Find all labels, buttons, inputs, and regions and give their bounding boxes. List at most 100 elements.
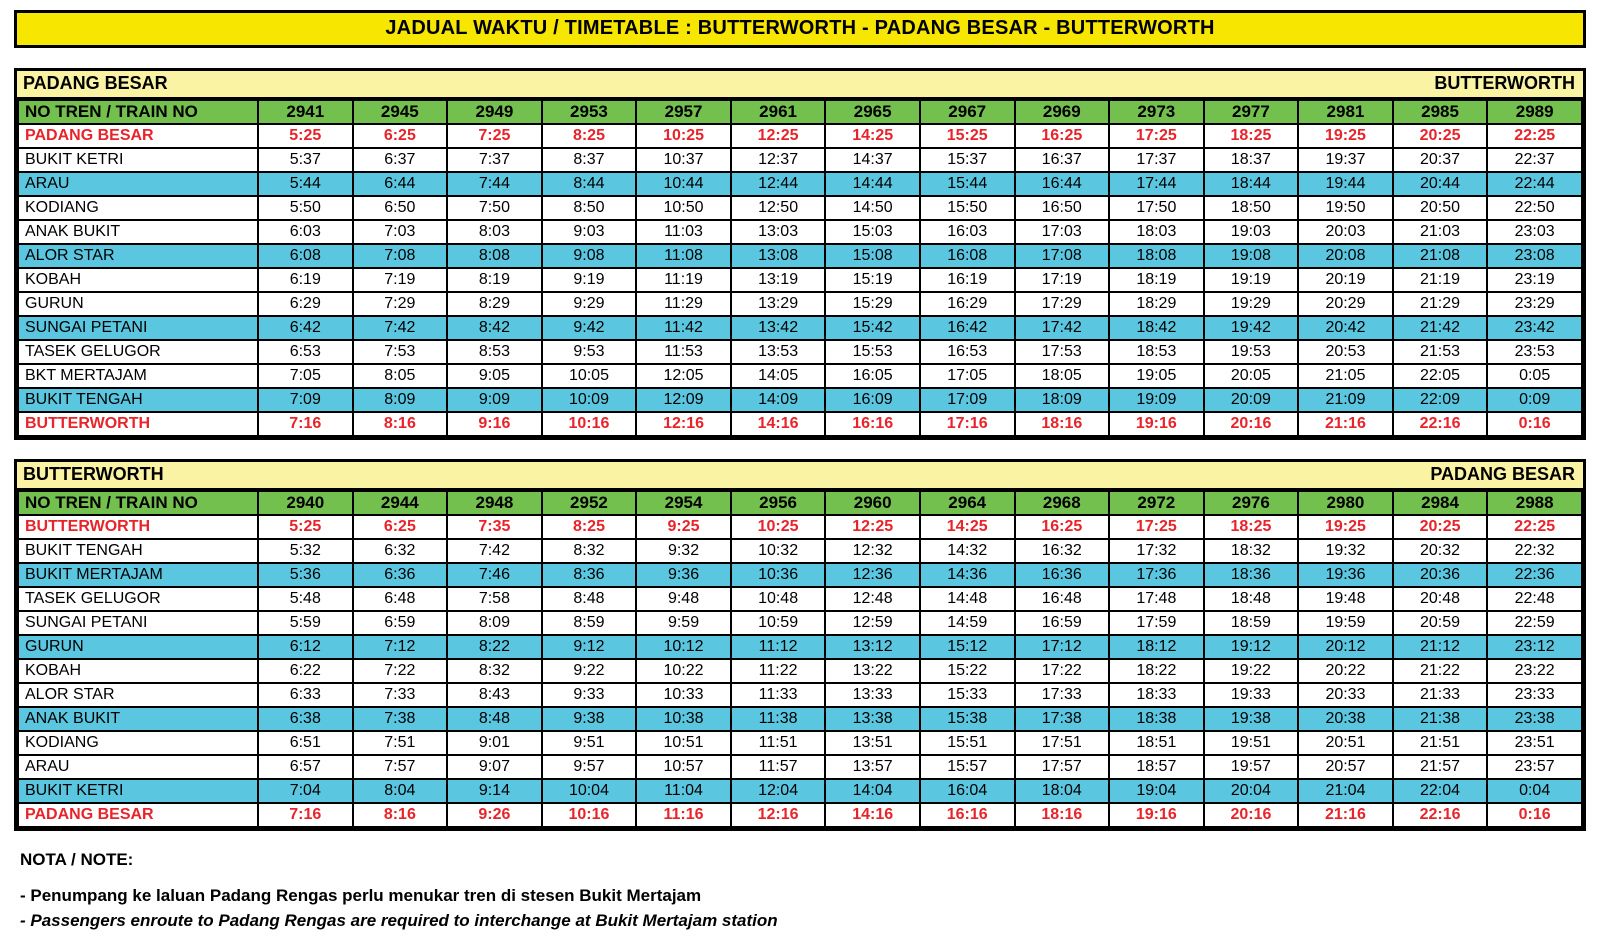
time-cell: 7:35 bbox=[446, 514, 543, 540]
time-cell: 10:09 bbox=[540, 387, 638, 413]
time-cell: 15:51 bbox=[918, 730, 1016, 756]
time-cell: 7:08 bbox=[351, 243, 449, 269]
time-cell: 7:04 bbox=[257, 778, 354, 804]
note-line-english: - Passengers enroute to Padang Rengas ar… bbox=[20, 911, 778, 930]
note-line-malay: - Penumpang ke laluan Padang Rengas perl… bbox=[20, 886, 702, 905]
time-cell: 23:19 bbox=[1486, 267, 1583, 293]
time-cell: 17:25 bbox=[1108, 123, 1205, 149]
time-cell: 11:29 bbox=[635, 291, 732, 317]
time-cell: 16:32 bbox=[1013, 538, 1111, 564]
time-cell: 18:33 bbox=[1108, 682, 1205, 708]
time-cell: 6:44 bbox=[351, 171, 449, 197]
time-cell: 18:48 bbox=[1202, 586, 1300, 612]
time-cell: 18:22 bbox=[1108, 658, 1205, 684]
time-cell: 20:42 bbox=[1297, 315, 1394, 341]
train-number: 2989 bbox=[1486, 99, 1583, 125]
section-header: PADANG BESAR BUTTERWORTH bbox=[17, 71, 1583, 99]
time-cell: 6:19 bbox=[257, 267, 354, 293]
time-cell: 14:04 bbox=[824, 778, 921, 804]
time-cell: 5:37 bbox=[257, 147, 354, 173]
time-cell: 19:05 bbox=[1108, 363, 1205, 389]
time-cell: 6:36 bbox=[351, 562, 449, 588]
time-cell: 16:25 bbox=[1013, 514, 1111, 540]
time-cell: 8:22 bbox=[446, 634, 543, 660]
time-cell: 7:29 bbox=[351, 291, 449, 317]
time-cell: 8:32 bbox=[540, 538, 638, 564]
time-cell: 11:42 bbox=[635, 315, 732, 341]
time-cell: 8:25 bbox=[540, 514, 638, 540]
train-number: 2941 bbox=[257, 99, 354, 125]
time-cell: 17:48 bbox=[1108, 586, 1205, 612]
station-cell: KOBAH bbox=[17, 267, 259, 293]
time-cell: 9:09 bbox=[446, 387, 543, 413]
time-cell: 7:38 bbox=[351, 706, 449, 732]
station-cell: GURUN bbox=[17, 291, 259, 317]
time-cell: 16:16 bbox=[824, 411, 921, 437]
time-cell: 15:53 bbox=[824, 339, 921, 365]
station-cell: BUKIT KETRI bbox=[17, 147, 259, 173]
time-cell: 20:12 bbox=[1297, 634, 1394, 660]
station-cell: ANAK BUKIT bbox=[17, 706, 259, 732]
station-row-kobah: KOBAH 6:19 7:19 8:19 9:19 11:19 13:19 15:19 16:1… bbox=[17, 267, 1583, 293]
time-cell: 14:25 bbox=[824, 123, 921, 149]
train-no-header: NO TREN / TRAIN NO bbox=[17, 490, 259, 516]
time-cell: 16:29 bbox=[918, 291, 1016, 317]
station-row-bukit-ketri: BUKIT KETRI 5:37 6:37 7:37 8:37 10:37 12:37 14:… bbox=[17, 147, 1583, 173]
time-cell: 19:04 bbox=[1108, 778, 1205, 804]
station-cell: KODIANG bbox=[17, 730, 259, 756]
station-row-arau: ARAU 5:44 6:44 7:44 8:44 10:44 12:44 14:44 15:44… bbox=[17, 171, 1583, 197]
time-cell: 15:12 bbox=[918, 634, 1016, 660]
time-cell: 21:19 bbox=[1391, 267, 1489, 293]
time-cell: 20:25 bbox=[1391, 123, 1489, 149]
station-cell: BUTTERWORTH bbox=[17, 514, 259, 540]
time-cell: 20:08 bbox=[1297, 243, 1394, 269]
train-number: 2961 bbox=[729, 99, 827, 125]
time-cell: 14:59 bbox=[918, 610, 1016, 636]
time-cell: 22:44 bbox=[1486, 171, 1583, 197]
time-cell: 21:57 bbox=[1391, 754, 1489, 780]
time-cell: 9:57 bbox=[540, 754, 638, 780]
time-cell: 23:12 bbox=[1486, 634, 1583, 660]
time-cell: 5:50 bbox=[257, 195, 354, 221]
time-cell: 20:44 bbox=[1391, 171, 1489, 197]
time-cell: 11:51 bbox=[729, 730, 827, 756]
time-cell: 19:37 bbox=[1297, 147, 1394, 173]
station-cell: KOBAH bbox=[17, 658, 259, 684]
time-cell: 10:50 bbox=[635, 195, 732, 221]
time-cell: 12:37 bbox=[729, 147, 827, 173]
notes-section: NOTA / NOTE: - Penumpang ke laluan Padan… bbox=[14, 850, 1586, 931]
station-row-tasek-gelugor: TASEK GELUGOR 6:53 7:53 8:53 9:53 11:53 13:53 1… bbox=[17, 339, 1583, 365]
train-number: 2985 bbox=[1391, 99, 1489, 125]
time-cell: 9:19 bbox=[540, 267, 638, 293]
time-cell: 20:53 bbox=[1297, 339, 1394, 365]
time-cell: 12:48 bbox=[824, 586, 921, 612]
station-row-butterworth: BUTTERWORTH 5:25 6:25 7:35 8:25 9:25 10:25 12:2… bbox=[17, 514, 1583, 540]
time-cell: 9:01 bbox=[446, 730, 543, 756]
station-cell: TASEK GELUGOR bbox=[17, 339, 259, 365]
time-cell: 12:50 bbox=[729, 195, 827, 221]
time-cell: 12:32 bbox=[824, 538, 921, 564]
time-cell: 18:29 bbox=[1108, 291, 1205, 317]
time-cell: 6:59 bbox=[351, 610, 449, 636]
station-row-sungai-petani: SUNGAI PETANI 6:42 7:42 8:42 9:42 11:42 13:42 1… bbox=[17, 315, 1583, 341]
time-cell: 21:05 bbox=[1297, 363, 1394, 389]
time-cell: 8:48 bbox=[446, 706, 543, 732]
station-cell: ALOR STAR bbox=[17, 682, 259, 708]
time-cell: 13:03 bbox=[729, 219, 827, 245]
time-cell: 8:05 bbox=[351, 363, 449, 389]
time-cell: 18:57 bbox=[1108, 754, 1205, 780]
time-cell: 16:59 bbox=[1013, 610, 1111, 636]
time-cell: 17:25 bbox=[1108, 514, 1205, 540]
time-cell: 21:08 bbox=[1391, 243, 1489, 269]
timetable-padang-besar-to-butterworth: PADANG BESAR BUTTERWORTH NO TREN / TRAIN… bbox=[14, 68, 1586, 440]
time-cell: 10:12 bbox=[635, 634, 732, 660]
destination-label: BUTTERWORTH bbox=[1434, 73, 1575, 93]
time-cell: 7:58 bbox=[446, 586, 543, 612]
time-cell: 17:38 bbox=[1013, 706, 1111, 732]
timetable-table-northbound: NO TREN / TRAIN NO 2940 2944 2948 2952 2954 29… bbox=[17, 490, 1583, 828]
time-cell: 8:44 bbox=[540, 171, 638, 197]
time-cell: 9:32 bbox=[635, 538, 732, 564]
train-number: 2981 bbox=[1297, 99, 1394, 125]
time-cell: 10:59 bbox=[729, 610, 827, 636]
time-cell: 16:42 bbox=[918, 315, 1016, 341]
